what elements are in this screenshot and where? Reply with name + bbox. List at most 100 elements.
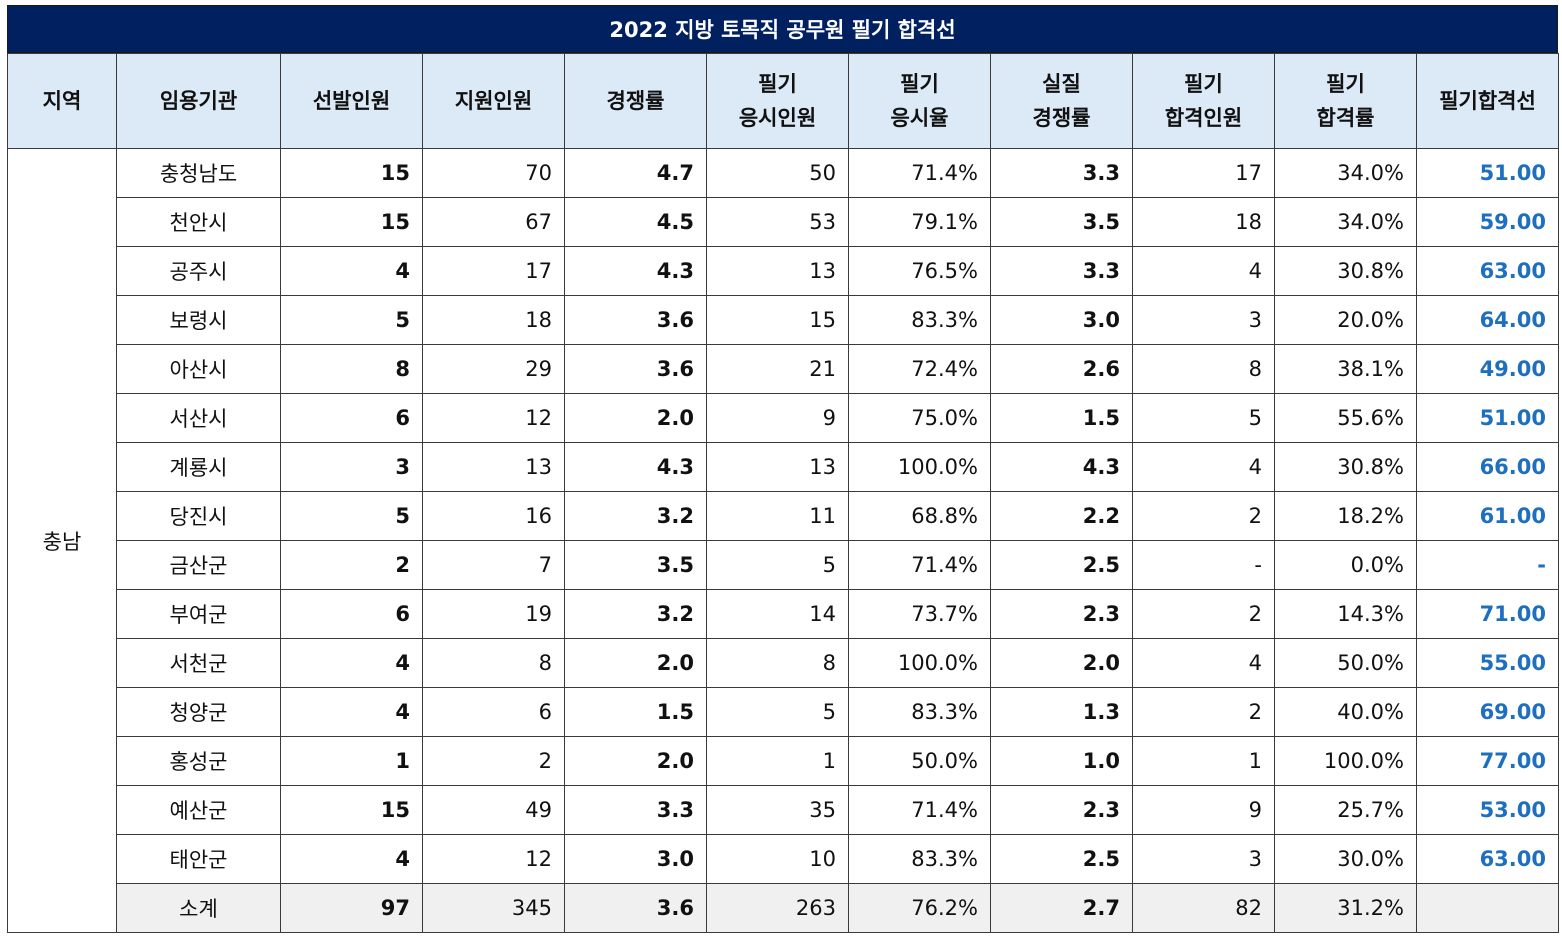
column-header: 지역 bbox=[7, 53, 117, 149]
exam-rate-cell: 83.3% bbox=[848, 295, 991, 345]
exam-rate-cell: 76.5% bbox=[848, 246, 991, 296]
selected-cell: 15 bbox=[280, 197, 423, 247]
applied-cell: 12 bbox=[422, 834, 565, 884]
subtotal-row: 소계 97 345 3.6 263 76.2% 2.7 82 31.2% bbox=[8, 883, 1559, 933]
exam-rate-cell: 75.0% bbox=[848, 393, 991, 443]
passed-cell: 2 bbox=[1132, 589, 1275, 639]
passed-cell: 3 bbox=[1132, 834, 1275, 884]
column-header-line: 응시인원 bbox=[738, 106, 817, 130]
applied-cell: 12 bbox=[422, 393, 565, 443]
exam-rate-cell: 71.4% bbox=[848, 148, 991, 198]
agency-cell: 소계 bbox=[116, 883, 281, 933]
ratio-cell: 1.5 bbox=[564, 687, 707, 737]
table-row: 아산시 8 29 3.6 21 72.4% 2.6 8 38.1% 49.00 bbox=[8, 344, 1559, 394]
table-row: 천안시 15 67 4.5 53 79.1% 3.5 18 34.0% 59.00 bbox=[8, 197, 1559, 247]
column-header-line: 선발인원 bbox=[312, 89, 391, 113]
table-title: 2022 지방 토목직 공무원 필기 합격선 bbox=[7, 5, 1558, 53]
agency-cell: 보령시 bbox=[116, 295, 281, 345]
exam-takers-cell: 14 bbox=[706, 589, 849, 639]
selected-cell: 6 bbox=[280, 393, 423, 443]
table-row: 공주시 4 17 4.3 13 76.5% 3.3 4 30.8% 63.00 bbox=[8, 246, 1559, 296]
column-header-line: 필기 bbox=[1326, 72, 1365, 96]
column-header: 임용기관 bbox=[116, 53, 281, 149]
ratio-cell: 3.6 bbox=[564, 883, 707, 933]
exam-takers-cell: 53 bbox=[706, 197, 849, 247]
table-row: 서산시 6 12 2.0 9 75.0% 1.5 5 55.6% 51.00 bbox=[8, 393, 1559, 443]
cutline-cell: 55.00 bbox=[1416, 638, 1559, 688]
exam-takers-cell: 9 bbox=[706, 393, 849, 443]
table-row: 서천군 4 8 2.0 8 100.0% 2.0 4 50.0% 55.00 bbox=[8, 638, 1559, 688]
applied-cell: 6 bbox=[422, 687, 565, 737]
real-ratio-cell: 3.5 bbox=[990, 197, 1133, 247]
applied-cell: 67 bbox=[422, 197, 565, 247]
passed-cell: 4 bbox=[1132, 638, 1275, 688]
exam-rate-cell: 71.4% bbox=[848, 785, 991, 835]
applied-cell: 8 bbox=[422, 638, 565, 688]
column-header: 지원인원 bbox=[422, 53, 565, 149]
exam-rate-cell: 73.7% bbox=[848, 589, 991, 639]
cutline-cell: 53.00 bbox=[1416, 785, 1559, 835]
real-ratio-cell: 1.3 bbox=[990, 687, 1133, 737]
column-header: 필기 응시율 bbox=[848, 53, 991, 149]
selected-cell: 2 bbox=[280, 540, 423, 590]
ratio-cell: 4.3 bbox=[564, 442, 707, 492]
selected-cell: 4 bbox=[280, 638, 423, 688]
agency-cell: 공주시 bbox=[116, 246, 281, 296]
real-ratio-cell: 1.0 bbox=[990, 736, 1133, 786]
ratio-cell: 3.2 bbox=[564, 491, 707, 541]
cutline-cell: 69.00 bbox=[1416, 687, 1559, 737]
agency-cell: 계룡시 bbox=[116, 442, 281, 492]
cutline-cell: - bbox=[1416, 540, 1559, 590]
applied-cell: 70 bbox=[422, 148, 565, 198]
exam-takers-cell: 5 bbox=[706, 540, 849, 590]
column-header-line: 필기 bbox=[758, 72, 797, 96]
pass-rate-cell: 40.0% bbox=[1274, 687, 1417, 737]
column-header: 필기합격선 bbox=[1416, 53, 1559, 149]
table-body: 충남 충청남도 15 70 4.7 50 71.4% 3.3 17 34.0% 51.00 천안시 15… bbox=[7, 148, 1559, 933]
pass-rate-cell: 25.7% bbox=[1274, 785, 1417, 835]
ratio-cell: 4.7 bbox=[564, 148, 707, 198]
exam-takers-cell: 15 bbox=[706, 295, 849, 345]
results-table: 지역 임용기관 선발인원 지원인원 경쟁률 필기 응시인원 필기 응시율 실질 경쟁률 필기 합격인원 필… bbox=[7, 53, 1559, 933]
cutline-cell: 66.00 bbox=[1416, 442, 1559, 492]
real-ratio-cell: 3.0 bbox=[990, 295, 1133, 345]
passed-cell: 2 bbox=[1132, 687, 1275, 737]
ratio-cell: 3.2 bbox=[564, 589, 707, 639]
passed-cell: 9 bbox=[1132, 785, 1275, 835]
exam-rate-cell: 68.8% bbox=[848, 491, 991, 541]
passed-cell: 2 bbox=[1132, 491, 1275, 541]
column-header-line: 응시율 bbox=[890, 106, 949, 130]
agency-cell: 서산시 bbox=[116, 393, 281, 443]
exam-rate-cell: 50.0% bbox=[848, 736, 991, 786]
table-row: 계룡시 3 13 4.3 13 100.0% 4.3 4 30.8% 66.00 bbox=[8, 442, 1559, 492]
selected-cell: 4 bbox=[280, 834, 423, 884]
column-header-line: 합격인원 bbox=[1164, 106, 1243, 130]
selected-cell: 4 bbox=[280, 687, 423, 737]
real-ratio-cell: 4.3 bbox=[990, 442, 1133, 492]
cutline-cell: 63.00 bbox=[1416, 834, 1559, 884]
ratio-cell: 3.6 bbox=[564, 344, 707, 394]
real-ratio-cell: 2.7 bbox=[990, 883, 1133, 933]
column-header: 필기 합격률 bbox=[1274, 53, 1417, 149]
passed-cell: 82 bbox=[1132, 883, 1275, 933]
cutline-cell: 77.00 bbox=[1416, 736, 1559, 786]
ratio-cell: 4.3 bbox=[564, 246, 707, 296]
column-header-line: 경쟁률 bbox=[1032, 106, 1091, 130]
ratio-cell: 2.0 bbox=[564, 393, 707, 443]
agency-cell: 홍성군 bbox=[116, 736, 281, 786]
selected-cell: 5 bbox=[280, 295, 423, 345]
table-row: 보령시 5 18 3.6 15 83.3% 3.0 3 20.0% 64.00 bbox=[8, 295, 1559, 345]
cutline-cell: 71.00 bbox=[1416, 589, 1559, 639]
selected-cell: 97 bbox=[280, 883, 423, 933]
table-row: 금산군 2 7 3.5 5 71.4% 2.5-0.0% - bbox=[8, 540, 1559, 590]
applied-cell: 16 bbox=[422, 491, 565, 541]
passed-cell: - bbox=[1132, 540, 1275, 590]
exam-takers-cell: 35 bbox=[706, 785, 849, 835]
exam-rate-cell: 100.0% bbox=[848, 638, 991, 688]
ratio-cell: 2.0 bbox=[564, 736, 707, 786]
column-header-line: 지원인원 bbox=[454, 89, 533, 113]
selected-cell: 1 bbox=[280, 736, 423, 786]
agency-cell: 아산시 bbox=[116, 344, 281, 394]
selected-cell: 15 bbox=[280, 785, 423, 835]
